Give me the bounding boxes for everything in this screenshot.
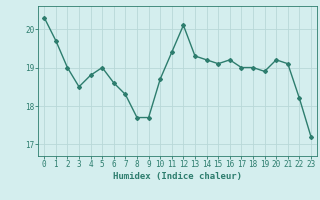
X-axis label: Humidex (Indice chaleur): Humidex (Indice chaleur) — [113, 172, 242, 181]
